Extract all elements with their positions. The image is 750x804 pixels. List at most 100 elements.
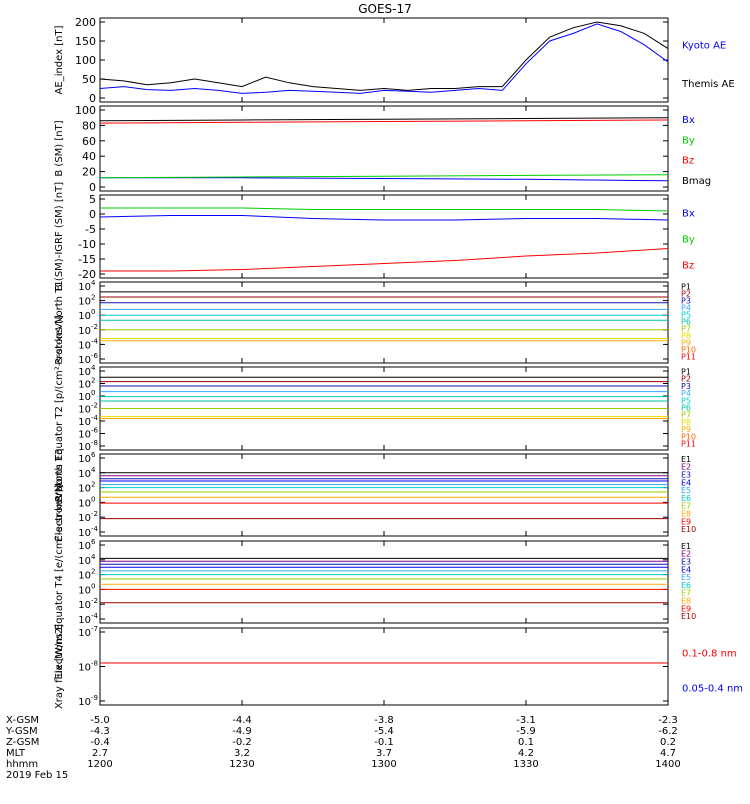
y-axis-label: B (SM)-IGRF (SM) [nT]	[54, 182, 65, 291]
legend-entry: E8	[681, 597, 691, 606]
legend-entry: P3	[681, 296, 691, 305]
y-axis-label: Protons North T1	[54, 280, 65, 364]
y-tick-label: 10	[78, 697, 91, 708]
y-tick-exponent: -2	[91, 510, 98, 518]
series-line-bx	[99, 215, 669, 221]
y-tick-label: 10	[78, 311, 91, 322]
y-tick-exponent: 4	[91, 364, 96, 372]
y-tick-exponent: 0	[91, 582, 95, 590]
y-tick-exponent: -2	[91, 323, 98, 331]
ephemeris-value: -4.4	[232, 715, 252, 726]
legend-entry: E6	[681, 581, 691, 590]
legend-entry: E3	[681, 557, 691, 566]
legend-entry: E9	[681, 517, 691, 526]
y-tick-label: 100	[75, 54, 96, 67]
ephemeris-value: 2.7	[92, 748, 108, 759]
y-tick-label: 50	[82, 73, 96, 86]
y-tick-label: 10	[78, 556, 91, 567]
ephemeris-value: -6.2	[658, 726, 678, 737]
y-tick-exponent: 0	[91, 389, 95, 397]
legend-entry: E10	[681, 612, 696, 621]
ephemeris-value: -0.4	[90, 737, 110, 748]
ephemeris-value: 0.1	[518, 737, 534, 748]
y-tick-label: 100	[75, 104, 96, 117]
legend-entry: E9	[681, 604, 691, 613]
legend-entry: E5	[681, 486, 691, 495]
panel-frame	[99, 194, 669, 279]
ephemeris-value: -2.3	[658, 715, 678, 726]
legend-entry: P3	[681, 382, 691, 391]
ephemeris-value: -0.1	[374, 737, 394, 748]
series-line-bz	[99, 119, 669, 124]
legend-entry: P8	[681, 418, 691, 427]
ephemeris-value: 3.7	[376, 748, 392, 759]
y-tick-label: 10	[78, 469, 91, 480]
ephemeris-value: 1300	[371, 759, 396, 770]
y-tick-exponent: -2	[91, 597, 98, 605]
y-tick-label: 10	[78, 297, 91, 308]
y-tick-label: 10	[78, 326, 91, 337]
legend-entry: P5	[681, 310, 691, 319]
y-axis-label: B (SM) [nT]	[54, 120, 65, 176]
ephemeris-value: 1330	[513, 759, 538, 770]
y-tick-label: 150	[75, 35, 96, 48]
y-tick-label: 10	[78, 340, 91, 351]
legend-entry: E4	[681, 478, 691, 487]
y-tick-exponent: 0	[91, 495, 95, 503]
legend-entry: 0.1-0.8 nm	[682, 648, 737, 659]
y-tick-label: 60	[82, 135, 96, 148]
ephemeris-value: -5.0	[90, 715, 110, 726]
y-tick-exponent: -8	[91, 439, 98, 447]
y-tick-label: 10	[78, 430, 91, 441]
y-tick-exponent: 2	[91, 481, 95, 489]
legend-entry: E3	[681, 470, 691, 479]
legend-entry: P1	[681, 367, 691, 376]
y-tick-label: 10	[78, 498, 91, 509]
ephemeris-value: -3.1	[516, 715, 536, 726]
series-line-by	[99, 174, 669, 179]
legend-entry: Bz	[682, 156, 694, 167]
legend-entry: E1	[681, 455, 691, 464]
legend-entry: E2	[681, 550, 691, 559]
y-tick-label: 20	[82, 166, 96, 179]
legend-entry: E6	[681, 494, 691, 503]
ephemeris-value: 4.2	[518, 748, 534, 759]
y-tick-exponent: 6	[91, 451, 96, 459]
y-tick-label: 10	[78, 442, 91, 453]
y-tick-exponent: -2	[91, 402, 98, 410]
y-tick-exponent: 2	[91, 568, 95, 576]
ephemeris-value: -5.4	[374, 726, 394, 737]
y-tick-label: 200	[75, 16, 96, 29]
ephemeris-value: -0.2	[232, 737, 252, 748]
y-tick-label: 10	[78, 380, 91, 391]
series-line-themis-ae	[99, 21, 669, 91]
y-tick-label: 10	[78, 392, 91, 403]
legend-entry: E7	[681, 502, 691, 511]
y-tick-exponent: -4	[91, 414, 99, 422]
y-tick-label: 10	[78, 367, 91, 378]
panel-2: 100 80 60 40 20 0 B (SM) [nT] Bx By Bz Bmag	[54, 104, 711, 194]
y-tick-label: 10	[78, 615, 91, 626]
series-line-bx	[100, 177, 669, 182]
y-axis-label: AE_index [nT]	[54, 25, 65, 94]
legend-entry: P8	[681, 332, 691, 341]
series-line-bz	[100, 248, 669, 272]
y-tick-label: 40	[82, 150, 96, 163]
ephemeris-value: -5.9	[516, 726, 536, 737]
y-axis-label: Electrons Equator T4 [e/(cm²-s-sr-keV)]	[54, 484, 65, 679]
y-tick-exponent: 2	[91, 377, 95, 385]
y-tick-label: 80	[82, 119, 96, 132]
legend-entry: P6	[681, 318, 691, 327]
y-tick-label: -10	[78, 238, 96, 251]
y-axis-label: Protons Equator T2 [p/(cm²-s-sr-keV)]	[54, 315, 65, 502]
ephemeris-value: 1230	[229, 759, 254, 770]
legend-entry: P5	[681, 396, 691, 405]
legend-entry: Themis AE	[681, 79, 735, 90]
legend-entry: E7	[681, 589, 691, 598]
y-tick-exponent: -4	[91, 525, 99, 533]
y-tick-label: 10	[78, 484, 91, 495]
y-tick-exponent: 4	[91, 553, 96, 561]
